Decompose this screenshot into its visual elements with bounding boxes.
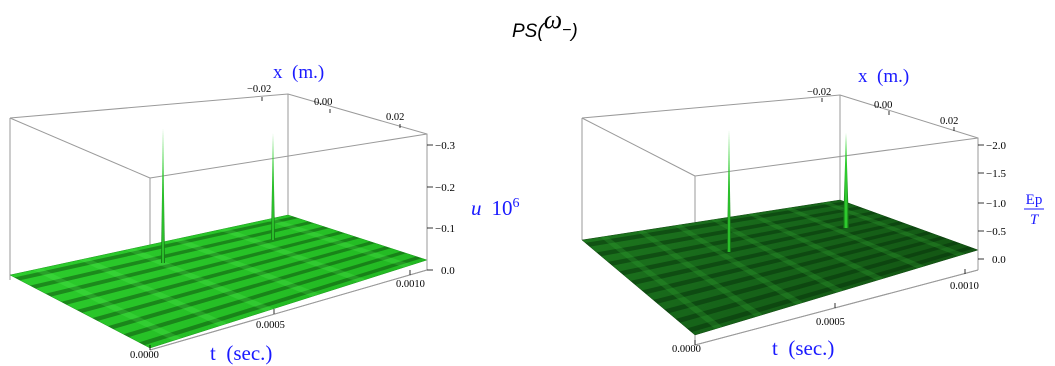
surface-shade-band [264,218,413,268]
surface-shade-band [607,211,878,266]
surface-shade-band [33,268,182,341]
surface-shade-band [125,248,274,312]
surface-shade-band [61,231,345,305]
left-x-tick: 0.02 [386,112,404,123]
left-x-ticks: −0.02 0.00 0.02 [247,84,404,123]
surface-shade-band [664,236,947,314]
surface-shade-band [675,241,961,323]
right-x-tick: 0.00 [874,100,892,111]
surface-shade-band [218,228,367,282]
left-t-axis-label: t (sec.) [210,341,272,365]
right-t-tick: 0.0005 [816,317,845,328]
surface-shade-band [45,226,329,297]
right-x-tick: 0.02 [940,116,958,127]
figure-title: PS(ω−) [512,5,578,42]
surface-shade-band [687,246,974,333]
right-z-ticks: −2.0 −1.5 −1.0 −0.5 0.0 [986,140,1006,266]
surface-shade-band [108,246,391,329]
surface-shade-band [76,236,360,313]
left-panel: −0.02 0.00 0.02 x (m.) −0.3 −0.2 −0.1 [9,62,520,365]
left-z-tick: −0.2 [435,182,455,194]
surface-shade-band [600,236,723,329]
surface-shade-band [79,258,228,326]
right-t-tick: 0.0010 [950,281,979,292]
right-z-tick: −2.0 [986,140,1006,152]
left-peak-1 [161,128,165,263]
left-x-tick: 0.00 [314,97,332,108]
left-x-tick: −0.02 [247,84,271,95]
surface-shade-band [630,221,905,285]
left-t-tick: 0.0000 [130,350,159,361]
surface-shade-band [641,226,919,295]
surface-shade-band [92,241,376,321]
surface-shade-band [619,216,892,276]
surface-shade-band [172,238,320,297]
left-t-tick: 0.0005 [256,320,285,331]
right-t-tick: 0.0000 [672,344,701,355]
right-x-axis-label: x (m.) [858,66,909,87]
surface-shade-band [637,230,763,317]
right-peak-2 [843,133,849,228]
left-surface-pattern [14,216,422,346]
right-t-ticks: 0.0000 0.0005 0.0010 [672,281,979,355]
right-surface-pattern [585,201,974,333]
left-z-tick: 0.0 [441,265,455,277]
right-z-axis-label: Ep T [1024,192,1044,228]
right-z-tick: −1.5 [986,168,1006,180]
right-peak-1 [727,130,731,252]
right-panel: −0.02 0.00 0.02 x (m.) −2.0 −1.5 −1.0 [581,66,1044,360]
right-x-ticks: −0.02 0.00 0.02 [807,87,958,127]
left-z-tick: −0.1 [435,223,455,235]
left-z-tick: −0.3 [435,140,455,152]
right-z-label-denominator: T [1030,212,1040,228]
surface-shade-band [821,201,966,257]
left-z-axis-label: u 106 [471,196,520,220]
right-z-label-numerator: Ep [1026,192,1043,208]
left-t-ticks: 0.0000 0.0005 0.0010 [130,279,425,361]
surface-shade-band [653,231,933,304]
surface-shade-band [585,201,850,247]
right-t-axis-label: t (sec.) [772,336,834,360]
right-x-tick: −0.02 [807,87,831,98]
right-z-tick: −1.0 [986,198,1006,210]
surface-shade-band [711,218,844,293]
left-z-ticks: −0.3 −0.2 −0.1 0.0 [435,140,455,277]
right-z-tick: 0.0 [992,254,1006,266]
left-x-axis-label: x (m.) [273,62,324,83]
surface-shade-band [784,207,925,269]
left-t-tick: 0.0010 [396,279,425,290]
surface-shade-band [30,221,314,289]
surface-shade-band [14,216,299,281]
left-peak-2 [271,133,275,240]
surface-shade-band [123,251,407,338]
right-z-tick: −0.5 [986,226,1006,238]
surface-shade-band [674,224,804,305]
surface-shade-band [139,256,422,346]
surface-shade-band [747,213,885,281]
